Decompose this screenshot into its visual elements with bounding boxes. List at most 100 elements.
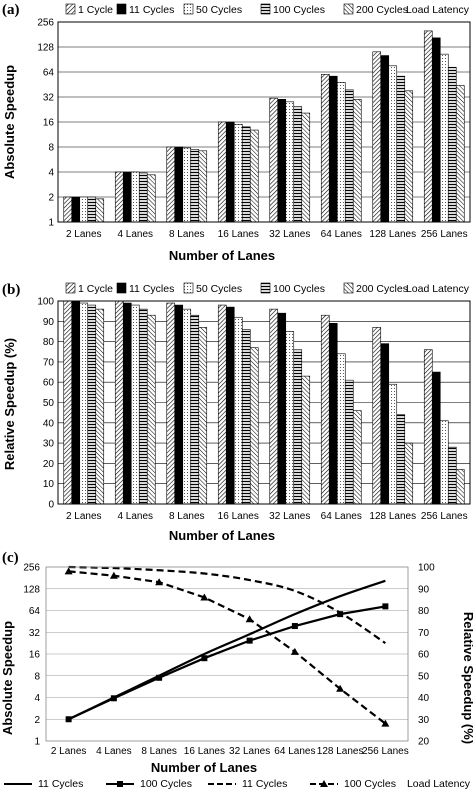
c-triangle-marker bbox=[109, 571, 118, 579]
panel-a-x-axis-title: Number of Lanes bbox=[169, 248, 275, 263]
a-bar bbox=[95, 198, 105, 223]
a-bar bbox=[380, 55, 390, 223]
c-triangle-marker bbox=[320, 780, 328, 787]
a-bar bbox=[404, 90, 414, 223]
b-bar bbox=[344, 379, 354, 505]
a-y-tick-label: 128 bbox=[37, 43, 54, 54]
a-x-tick-label: 128 Lanes bbox=[369, 229, 416, 240]
c-left-y-tick-label: 1 bbox=[34, 737, 40, 748]
c-right-y-tick-label: 40 bbox=[418, 693, 430, 704]
b-bar bbox=[241, 329, 251, 505]
a-y-tick-label: 32 bbox=[43, 93, 55, 104]
a-legend-swatch bbox=[116, 3, 127, 15]
panel-c-series-lines bbox=[64, 565, 390, 727]
c-square-marker bbox=[65, 716, 72, 723]
b-x-tick-label: 32 Lanes bbox=[269, 511, 310, 522]
panel-b-plot-frame bbox=[57, 300, 471, 505]
panel-b-legend: 1 Cycle 11 Cycles 50 Cycles 100 Cycles 200 C… bbox=[65, 282, 470, 295]
a-x-tick-label: 256 Lanes bbox=[421, 229, 468, 240]
b-bar bbox=[293, 349, 303, 505]
a-legend-label: 50 Cycles bbox=[196, 4, 242, 16]
b-legend-swatch bbox=[260, 282, 271, 294]
panel-c-legend: 11 Cycles 100 Cycles 11 Cycles 100 Cycles Lo… bbox=[4, 778, 471, 790]
a-legend-swatch bbox=[183, 3, 194, 15]
b-y-tick-label: 70 bbox=[43, 357, 55, 368]
a-bar bbox=[328, 75, 338, 223]
b-bar bbox=[217, 304, 227, 505]
b-bar bbox=[277, 312, 287, 505]
b-bar bbox=[130, 304, 140, 505]
c-left-y-tick-label: 8 bbox=[34, 671, 40, 682]
a-legend-label: 11 Cycles bbox=[129, 4, 174, 16]
c-left-y-tick-label: 4 bbox=[34, 693, 40, 704]
panel-c-gridlines bbox=[46, 588, 408, 720]
panel-b-y-axis-title: Relative Speedup (%) bbox=[2, 338, 17, 470]
c-square-marker bbox=[337, 611, 344, 618]
a-legend-label: 1 Cycle bbox=[78, 4, 113, 16]
a-bar bbox=[182, 147, 192, 223]
a-bar bbox=[122, 171, 132, 223]
a-bar bbox=[71, 196, 81, 223]
panel-b-bars bbox=[63, 300, 465, 505]
a-legend-suffix: Load Latency bbox=[406, 4, 470, 16]
b-bar bbox=[388, 383, 398, 505]
b-bar bbox=[455, 469, 465, 505]
c-x-tick-label: 128 Lanes bbox=[317, 746, 364, 757]
c-x-tick-label: 16 Lanes bbox=[184, 746, 225, 757]
b-bar bbox=[79, 302, 89, 505]
a-legend-label: 200 Cycles bbox=[356, 4, 408, 16]
b-x-tick-label: 64 Lanes bbox=[321, 511, 362, 522]
a-bar bbox=[439, 53, 449, 223]
a-bar bbox=[174, 146, 184, 223]
a-bar bbox=[431, 37, 441, 223]
a-bar bbox=[447, 66, 457, 223]
b-y-tick-label: 10 bbox=[43, 479, 55, 490]
a-bar bbox=[388, 65, 398, 223]
b-bar bbox=[95, 308, 105, 505]
b-bar bbox=[114, 300, 124, 505]
b-bar bbox=[138, 308, 148, 505]
c-square-marker bbox=[201, 655, 208, 662]
a-bar bbox=[79, 196, 89, 223]
a-bar bbox=[130, 171, 140, 223]
a-y-tick-label: 4 bbox=[48, 168, 54, 179]
b-y-tick-label: 30 bbox=[43, 439, 55, 450]
panel-a-absolute-speedup-bar-chart: (a) 1 2 4 8 16 32 64 128 256 2 Lanes 4 Lanes 8 Lan… bbox=[2, 2, 471, 263]
c-left-y-tick-label: 16 bbox=[29, 650, 41, 661]
c-right-y-tick-label: 70 bbox=[418, 628, 430, 639]
b-bar bbox=[166, 302, 176, 505]
b-bar bbox=[301, 375, 311, 505]
panel-c-x-tick-labels: 2 Lanes 4 Lanes 8 Lanes 16 Lanes 32 Lanes 64 … bbox=[51, 746, 409, 757]
b-bar bbox=[190, 314, 200, 505]
b-x-tick-label: 256 Lanes bbox=[421, 511, 468, 522]
a-bar bbox=[352, 99, 362, 223]
a-y-tick-label: 1 bbox=[48, 218, 54, 229]
a-bar bbox=[233, 124, 243, 223]
a-bar bbox=[396, 75, 406, 223]
panel-a-plot-frame bbox=[57, 21, 471, 223]
a-bar bbox=[166, 146, 176, 223]
c-square-marker bbox=[156, 674, 163, 681]
b-bar bbox=[182, 308, 192, 505]
a-x-tick-label: 2 Lanes bbox=[66, 229, 102, 240]
a-bar bbox=[336, 82, 346, 223]
c-triangle-marker bbox=[64, 567, 73, 575]
a-bar bbox=[241, 126, 251, 223]
c-triangle-marker bbox=[290, 647, 299, 655]
c-right-y-tick-label: 100 bbox=[418, 563, 435, 574]
c-legend-label: 100 Cycles bbox=[344, 778, 396, 790]
c-right-y-tick-label: 90 bbox=[418, 584, 430, 595]
a-legend-swatch bbox=[343, 3, 354, 15]
a-bar bbox=[114, 171, 124, 223]
b-bar bbox=[439, 420, 449, 505]
c-x-tick-label: 2 Lanes bbox=[51, 746, 87, 757]
a-bar bbox=[138, 172, 148, 223]
b-bar bbox=[336, 353, 346, 505]
c-triangle-marker bbox=[381, 719, 390, 727]
a-bar bbox=[87, 196, 97, 223]
panel-c-left-y-axis-title: Absolute Speedup bbox=[0, 621, 15, 735]
b-y-tick-label: 20 bbox=[43, 459, 55, 470]
c-triangle-marker bbox=[155, 578, 164, 586]
panel-a-bars bbox=[63, 30, 465, 223]
